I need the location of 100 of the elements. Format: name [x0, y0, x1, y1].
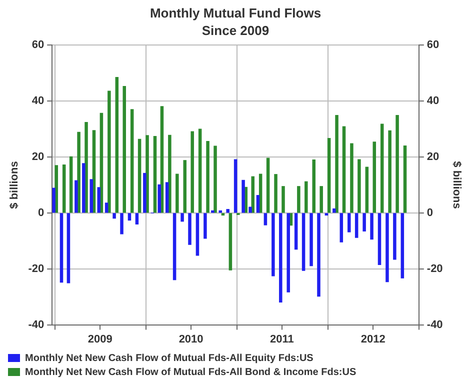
bar	[211, 210, 214, 213]
bar	[324, 213, 328, 216]
bar	[138, 138, 142, 213]
bar	[135, 213, 139, 224]
bar	[320, 186, 323, 213]
bar	[183, 160, 187, 213]
bar	[112, 213, 116, 219]
bar	[279, 213, 282, 302]
bar	[214, 146, 217, 213]
bar	[221, 213, 225, 216]
bar	[274, 174, 278, 213]
bar	[266, 158, 270, 213]
bar	[403, 146, 407, 213]
bar	[370, 213, 374, 240]
bar	[234, 159, 238, 213]
y-tick-label: 20	[32, 151, 44, 164]
chart-title: Monthly Mutual Fund Flows	[150, 5, 322, 20]
bar	[204, 213, 207, 239]
bar	[60, 213, 64, 283]
y-tick-label: -40	[28, 318, 44, 331]
y2-tick-label: 40	[426, 95, 440, 108]
bar	[108, 90, 111, 213]
bar	[362, 213, 366, 232]
bar	[206, 141, 210, 213]
bar	[168, 134, 172, 213]
bar	[248, 206, 252, 213]
bar	[228, 213, 232, 270]
x-tick-label: 2011	[270, 333, 294, 346]
bar	[350, 143, 354, 213]
bar	[365, 166, 369, 213]
bar	[347, 213, 351, 232]
bar	[143, 172, 146, 213]
bar	[153, 136, 157, 213]
bar	[188, 213, 192, 245]
x-tick-label: 2010	[178, 333, 204, 346]
y2-tick-label: 60	[426, 39, 440, 52]
bar	[340, 213, 344, 242]
y2-tick-label: 0	[426, 206, 434, 219]
bar	[393, 213, 396, 260]
bar	[332, 208, 336, 213]
bar	[378, 213, 382, 266]
bar	[190, 131, 194, 213]
bar	[396, 115, 399, 213]
bar	[310, 213, 313, 266]
y-tick-label: 40	[32, 95, 44, 108]
bar	[242, 180, 245, 213]
bar	[74, 180, 78, 213]
bar	[176, 174, 179, 213]
bar	[294, 213, 298, 250]
y-tick-label: -20	[28, 262, 44, 275]
bar	[312, 160, 316, 213]
bar	[146, 135, 149, 213]
bar	[302, 213, 306, 271]
bar	[226, 208, 230, 213]
chart-subtitle: Since 2009	[202, 22, 270, 38]
bar	[386, 213, 389, 282]
y2-tick-label: -20	[426, 262, 443, 275]
bar	[358, 159, 361, 213]
bar	[180, 213, 184, 222]
bar	[196, 213, 200, 256]
bar	[251, 176, 254, 213]
bar	[335, 115, 338, 213]
bar	[84, 122, 88, 213]
bar	[388, 130, 392, 213]
bar	[327, 138, 331, 213]
bar	[172, 213, 176, 280]
bar	[342, 126, 346, 213]
bar	[158, 184, 161, 213]
y2-axis-title: $ billions	[450, 161, 462, 209]
bar	[66, 213, 70, 284]
y-tick-label: 60	[32, 39, 44, 52]
x-tick-label: 2009	[88, 333, 112, 346]
bar	[297, 186, 300, 213]
bar	[218, 210, 222, 213]
bar	[317, 213, 320, 297]
bar	[354, 213, 358, 238]
bar	[120, 213, 124, 234]
bar	[97, 187, 100, 213]
bar	[304, 181, 308, 213]
bar	[82, 163, 86, 213]
x-tick-label: 2012	[360, 333, 386, 346]
legend-label: Monthly Net New Cash Flow of Mutual Fds-All Equity Fds:US	[25, 352, 314, 364]
bar	[52, 188, 56, 213]
y-axis-title: $ billions	[8, 161, 21, 209]
bar	[272, 213, 275, 276]
y2-tick-label: 20	[426, 151, 440, 164]
bar	[90, 179, 94, 213]
bar	[122, 86, 126, 213]
bar	[286, 213, 290, 292]
y-tick-label: 0	[38, 206, 44, 219]
bar	[104, 202, 108, 213]
bar	[264, 213, 268, 226]
bar	[282, 186, 285, 213]
bar	[256, 195, 260, 213]
bar	[77, 132, 80, 213]
y2-tick-label: -40	[426, 318, 443, 331]
bar	[130, 109, 134, 213]
bar	[165, 182, 169, 213]
bar	[62, 164, 66, 213]
bar	[128, 213, 132, 221]
